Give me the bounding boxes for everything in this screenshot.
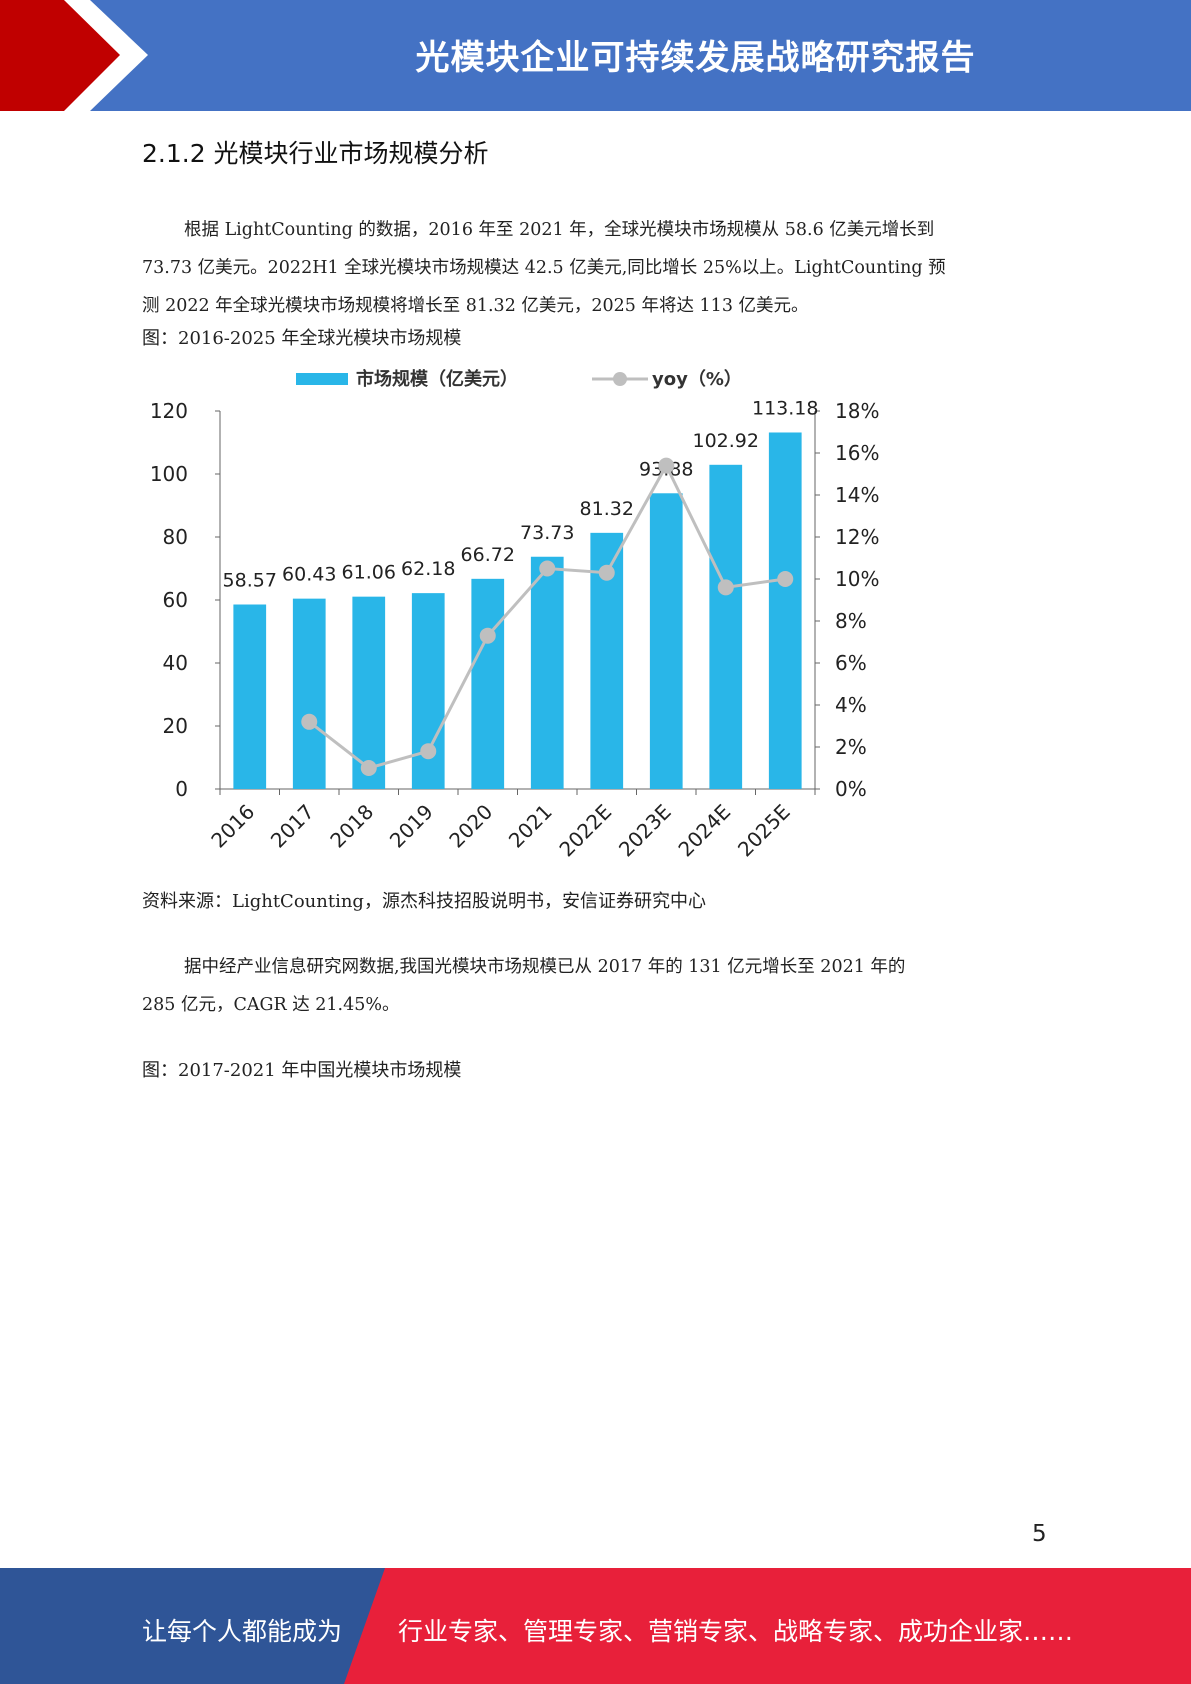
bar-value-label: 81.32: [580, 498, 634, 520]
page-number: 5: [1032, 1521, 1047, 1547]
x-axis-tick-label: 2017: [266, 800, 319, 853]
footer-slogan-right: 行业专家、管理专家、营销专家、战略专家、成功企业家……: [398, 1617, 1074, 1646]
bar-2020: [471, 578, 505, 789]
paragraph-2: 据中经产业信息研究网数据,我国光模块市场规模已从 2017 年的 131 亿元增…: [142, 948, 1042, 1024]
yoy-point: [658, 457, 675, 474]
bar-value-label: 113.18: [752, 397, 818, 419]
bar-value-label: 60.43: [282, 564, 336, 586]
yoy-point: [539, 560, 556, 577]
footer-slogan-left: 让每个人都能成为: [142, 1617, 343, 1646]
x-axis-tick-label: 2019: [385, 800, 438, 853]
right-axis-tick-label: 4%: [835, 693, 867, 717]
yoy-point: [777, 571, 794, 587]
header-title: 光模块企业可持续发展战略研究报告: [415, 38, 976, 78]
figure-source: 资料来源：LightCounting，源杰科技招股说明书，安信证券研究中心: [142, 891, 706, 912]
right-axis-tick-label: 14%: [835, 483, 879, 507]
bar-2025E: [768, 432, 802, 789]
left-axis-tick-label: 20: [163, 714, 188, 738]
right-axis-tick-label: 2%: [835, 735, 867, 759]
page-footer: 让每个人都能成为 行业专家、管理专家、营销专家、战略专家、成功企业家……: [0, 1568, 1191, 1684]
chart-legend: 市场规模（亿美元） yoy（%）: [296, 368, 742, 390]
right-axis-tick-label: 12%: [835, 525, 879, 549]
yoy-point: [598, 564, 615, 581]
bar-2017: [292, 598, 326, 789]
paragraph-1-line-1: 根据 LightCounting 的数据，2016 年至 2021 年，全球光模…: [184, 220, 935, 240]
right-axis-tick-label: 10%: [835, 567, 879, 591]
x-axis-tick-label: 2024E: [673, 800, 735, 862]
x-axis-tick-label: 2016: [206, 800, 259, 853]
yoy-point: [420, 743, 437, 760]
bar-value-label: 66.72: [461, 544, 515, 566]
section-heading: 2.1.2 光模块行业市场规模分析: [142, 139, 489, 168]
left-axis-tick-label: 100: [150, 462, 188, 486]
right-axis-tick-label: 0%: [835, 777, 867, 801]
bar-2021: [530, 556, 564, 789]
right-axis-tick-label: 16%: [835, 441, 879, 465]
paragraph-1-line-3: 测 2022 年全球光模块市场规模将增长至 81.32 亿美元，2025 年将达…: [142, 296, 809, 316]
right-axis-tick-label: 18%: [835, 399, 879, 423]
left-axis-tick-label: 0: [175, 777, 188, 801]
right-axis-tick-label: 8%: [835, 609, 867, 633]
bar-value-label: 61.06: [342, 562, 396, 584]
left-axis-tick-label: 120: [150, 399, 188, 423]
x-axis-tick-label: 2021: [504, 800, 557, 853]
legend-bar-label: 市场规模（亿美元）: [356, 368, 518, 390]
page-header: 光模块企业可持续发展战略研究报告: [0, 0, 1191, 111]
x-axis-tick-label: 2025E: [733, 800, 795, 862]
yoy-point: [479, 627, 496, 644]
legend-line-label: yoy（%）: [652, 369, 742, 390]
bar-2023E: [649, 493, 683, 789]
x-axis-tick-label: 2022E: [554, 800, 616, 862]
bar-2019: [411, 593, 445, 789]
left-axis-tick-label: 40: [163, 651, 188, 675]
x-axis-tick-label: 2020: [444, 800, 497, 853]
header-arrow-decoration: [0, 0, 148, 111]
paragraph-1-line-2: 73.73 亿美元。2022H1 全球光模块市场规模达 42.5 亿美元,同比增…: [142, 258, 946, 278]
yoy-point: [360, 760, 377, 776]
bar-value-label: 62.18: [401, 558, 455, 580]
paragraph-2-line-2: 285 亿元，CAGR 达 21.45%。: [142, 995, 400, 1015]
yoy-point: [301, 713, 318, 730]
figure-1-caption: 图：2016-2025 年全球光模块市场规模: [142, 328, 462, 349]
x-axis-tick-label: 2018: [325, 800, 378, 853]
left-axis-tick-label: 60: [163, 588, 188, 612]
legend-line-marker: [613, 372, 627, 386]
paragraph-2-line-1: 据中经产业信息研究网数据,我国光模块市场规模已从 2017 年的 131 亿元增…: [184, 957, 906, 977]
bar-value-label: 102.92: [693, 430, 759, 452]
right-axis-tick-label: 6%: [835, 651, 867, 675]
figure-2-caption: 图：2017-2021 年中国光模块市场规模: [142, 1060, 462, 1081]
bar-2024E: [709, 464, 743, 789]
paragraph-1: 根据 LightCounting 的数据，2016 年至 2021 年，全球光模…: [142, 211, 1042, 325]
x-axis-tick-label: 2023E: [614, 800, 676, 862]
yoy-point: [717, 579, 734, 596]
bar-2016: [233, 604, 267, 789]
chart-plot-area: 0 20 40 60 80 100 120 0% 2% 4% 6% 8% 10% 12% 14% 16% 18%…: [150, 397, 880, 861]
footer-background: [0, 1568, 1191, 1684]
legend-bar-swatch: [296, 373, 348, 385]
bar-2018: [352, 596, 386, 789]
left-axis-tick-label: 80: [163, 525, 188, 549]
bar-value-label: 73.73: [520, 522, 574, 544]
market-size-chart: 市场规模（亿美元） yoy（%） 0 20 40 60 80 100 120 0% 2% 4% 6%…: [150, 368, 880, 861]
bar-value-label: 58.57: [223, 570, 277, 592]
